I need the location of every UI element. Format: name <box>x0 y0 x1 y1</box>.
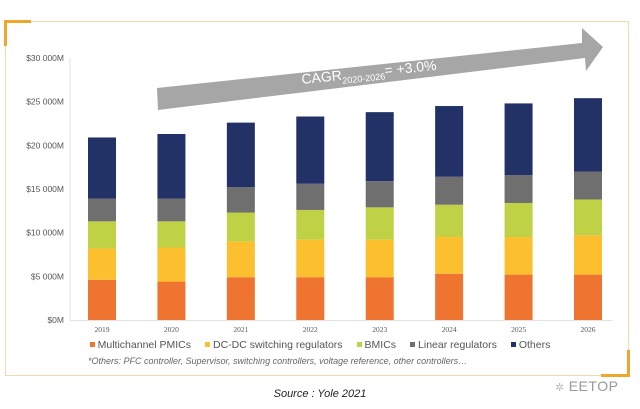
cagr-arrow <box>157 28 603 110</box>
x-axis: 2019 2020 2021 2022 2023 2024 2025 2026 <box>70 320 612 334</box>
legend-label: Linear regulators <box>418 338 497 351</box>
frame-corner-accent-bottom-right-h <box>601 374 630 377</box>
bar-segment-bmics <box>365 207 394 240</box>
bar-segment-others <box>226 122 255 188</box>
footnote: *Others: PFC controller, Supervisor, swi… <box>88 356 468 366</box>
bar-segment-bmics <box>226 212 255 242</box>
bar-stack-2019 <box>88 137 116 320</box>
y-tick-label: $25 000M <box>26 97 64 107</box>
bar-segment-multichannel-pmics <box>157 281 186 320</box>
y-tick-label: $15 000M <box>26 184 64 194</box>
bar-stack-2025 <box>504 103 533 320</box>
frame-corner-accent-top-left-h <box>5 20 31 23</box>
bar-segment-linear-regulators <box>226 187 255 213</box>
bar-segment-multichannel-pmics <box>574 274 602 320</box>
cagr-annotation: CAGR2020-2026= +3.0% <box>157 28 603 110</box>
x-tick-label: 2024 <box>442 325 457 334</box>
legend: Multichannel PMICs DC-DC switching regula… <box>0 338 640 351</box>
bar-segment-bmics <box>504 202 533 238</box>
legend-label: BMICs <box>364 338 397 351</box>
bar-stack-2020 <box>157 133 186 320</box>
bar-segment-multichannel-pmics <box>435 273 464 320</box>
bar-segment-others <box>365 112 394 182</box>
bar-stack-2022 <box>296 116 325 320</box>
legend-item-dc-dc-switching-regulators: DC-DC switching regulators <box>205 339 343 351</box>
legend-label: Others <box>518 338 551 351</box>
bar-segment-linear-regulators <box>365 181 394 208</box>
bar-segment-linear-regulators <box>574 171 602 200</box>
legend-item-bmics: BMICs <box>356 338 397 351</box>
bar-segment-dc-dc-switching-regulators <box>226 241 255 278</box>
bar-segment-linear-regulators <box>157 198 186 222</box>
bar-segment-linear-regulators <box>504 175 533 203</box>
bar-segment-others <box>296 116 325 184</box>
y-tick-label: $30 000M <box>26 53 64 63</box>
legend-swatch <box>356 342 362 347</box>
x-tick-label: 2022 <box>303 325 318 334</box>
watermark: ✲ EETOP <box>555 378 618 394</box>
bar-segment-bmics <box>574 199 602 236</box>
bar-segment-bmics <box>157 221 186 248</box>
legend-swatch <box>510 342 516 347</box>
bar-segment-linear-regulators <box>296 183 325 210</box>
x-tick-label: 2020 <box>164 325 179 334</box>
bar-segment-linear-regulators <box>435 176 464 205</box>
bar-segment-dc-dc-switching-regulators <box>504 237 533 275</box>
bar-segment-others <box>88 137 116 199</box>
bar-stack-2026 <box>574 98 602 320</box>
y-tick-label: $5 000M <box>31 271 64 281</box>
watermark-text: EETOP <box>568 378 619 394</box>
x-tick-label: 2026 <box>581 325 596 334</box>
legend-swatch <box>89 342 95 347</box>
cagr-label: CAGR2020-2026= +3.0% <box>301 57 438 90</box>
bars <box>88 98 602 320</box>
bar-stack-2024 <box>435 106 464 320</box>
legend-label: DC-DC switching regulators <box>213 338 343 351</box>
bar-stack-2023 <box>365 112 394 320</box>
cagr-subscript: 2020-2026 <box>342 71 386 85</box>
legend-item-linear-regulators: Linear regulators <box>410 339 497 351</box>
bar-segment-multichannel-pmics <box>365 277 394 320</box>
bar-segment-dc-dc-switching-regulators <box>574 235 602 275</box>
frame-corner-accent-top-left-v <box>4 20 7 46</box>
bar-segment-bmics <box>435 204 464 238</box>
bar-segment-others <box>157 133 186 199</box>
legend-item-others: Others <box>510 338 551 351</box>
y-axis: $0M $5 000M $10 000M $15 000M $20 000M $25 00… <box>26 53 71 325</box>
cagr-value: = +3.0% <box>384 57 438 78</box>
y-tick-label: $20 000M <box>26 140 64 150</box>
x-tick-label: 2019 <box>95 325 110 334</box>
bar-segment-multichannel-pmics <box>88 279 116 320</box>
bar-segment-dc-dc-switching-regulators <box>157 247 186 282</box>
bar-segment-others <box>504 103 533 176</box>
legend-item-multichannel-pmics: Multichannel PMICs <box>89 338 191 351</box>
x-tick-label: 2025 <box>511 325 526 334</box>
bar-segment-dc-dc-switching-regulators <box>365 239 394 278</box>
bar-stack-2021 <box>226 122 255 320</box>
bar-segment-dc-dc-switching-regulators <box>88 248 116 280</box>
bar-segment-multichannel-pmics <box>226 277 255 320</box>
cagr-main: CAGR <box>301 67 343 87</box>
bar-segment-dc-dc-switching-regulators <box>296 239 325 278</box>
chart-frame <box>5 21 629 376</box>
legend-swatch <box>205 342 210 347</box>
frame-corner-accent-bottom-right-v <box>627 350 630 377</box>
x-tick-label: 2023 <box>372 325 387 334</box>
bar-segment-multichannel-pmics <box>504 274 533 320</box>
bar-segment-dc-dc-switching-regulators <box>435 237 464 274</box>
bar-segment-bmics <box>88 221 116 249</box>
legend-label: Multichannel PMICs <box>97 338 191 351</box>
bar-segment-linear-regulators <box>88 198 116 222</box>
y-tick-label: $0M <box>47 315 64 325</box>
bar-segment-bmics <box>296 209 325 240</box>
bar-segment-others <box>574 98 602 172</box>
wechat-icon: ✲ <box>555 382 565 394</box>
y-tick-label: $10 000M <box>26 228 64 238</box>
x-tick-label: 2021 <box>233 325 248 334</box>
bar-segment-others <box>435 106 464 177</box>
bar-segment-multichannel-pmics <box>296 277 325 320</box>
legend-swatch <box>410 342 416 347</box>
source-caption: Source : Yole 2021 <box>273 388 367 400</box>
